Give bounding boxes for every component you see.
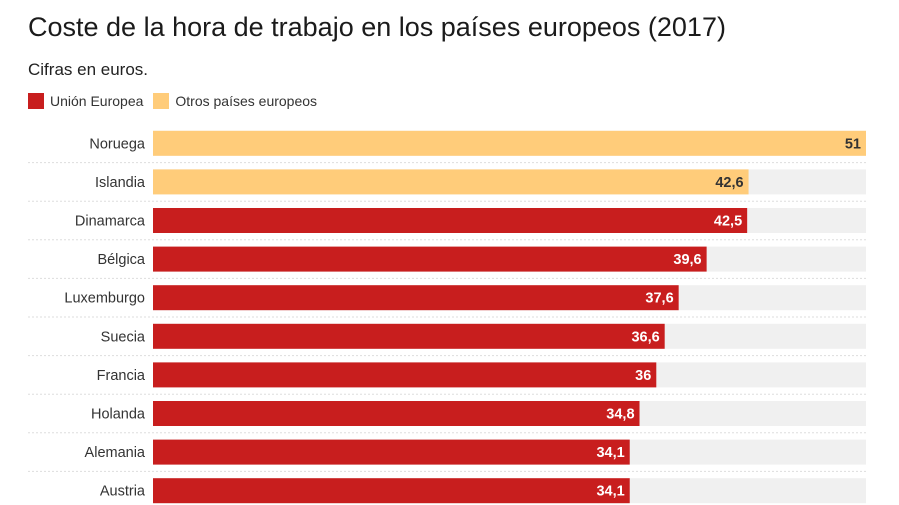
category-label: Suecia bbox=[101, 329, 146, 345]
value-label: 34,8 bbox=[606, 407, 634, 423]
value-label: 36,6 bbox=[631, 329, 659, 345]
legend-item-eu: Unión Europea bbox=[28, 93, 143, 109]
value-label: 34,1 bbox=[596, 484, 624, 500]
category-label: Holanda bbox=[91, 407, 146, 423]
value-label: 36 bbox=[635, 368, 651, 384]
chart-title: Coste de la hora de trabajo en los paíse… bbox=[28, 12, 726, 42]
value-label: 42,6 bbox=[715, 175, 743, 191]
bar-dinamarca bbox=[153, 208, 748, 233]
value-label: 37,6 bbox=[645, 291, 673, 307]
category-label: Francia bbox=[97, 368, 146, 384]
bar-bélgica bbox=[153, 246, 707, 272]
value-label: 39,6 bbox=[673, 252, 701, 268]
legend-item-other: Otros países europeos bbox=[153, 93, 317, 109]
bar-islandia bbox=[153, 169, 749, 195]
value-label: 42,5 bbox=[714, 214, 742, 230]
legend-label-eu: Unión Europea bbox=[50, 93, 144, 109]
category-label: Noruega bbox=[89, 136, 146, 152]
bar-holanda bbox=[153, 401, 640, 426]
category-label: Alemania bbox=[85, 445, 146, 461]
legend: Unión Europea Otros países europeos bbox=[28, 93, 327, 109]
category-label: Bélgica bbox=[97, 252, 145, 268]
value-label: 34,1 bbox=[596, 445, 624, 461]
legend-label-other: Otros países europeos bbox=[175, 93, 318, 109]
legend-swatch-eu bbox=[28, 93, 44, 109]
category-label: Luxemburgo bbox=[64, 291, 145, 307]
legend-swatch-other bbox=[153, 93, 170, 109]
bar-francia bbox=[153, 362, 657, 388]
category-label: Islandia bbox=[95, 175, 146, 191]
category-label: Austria bbox=[100, 484, 146, 500]
chart-subtitle: Cifras en euros. bbox=[28, 60, 148, 79]
category-label: Dinamarca bbox=[75, 214, 146, 230]
bar-suecia bbox=[153, 323, 665, 349]
bar-luxemburgo bbox=[153, 285, 679, 311]
bar-alemania bbox=[153, 439, 630, 465]
value-label: 51 bbox=[845, 136, 861, 152]
bar-austria bbox=[153, 478, 630, 504]
bar-noruega bbox=[153, 130, 866, 156]
